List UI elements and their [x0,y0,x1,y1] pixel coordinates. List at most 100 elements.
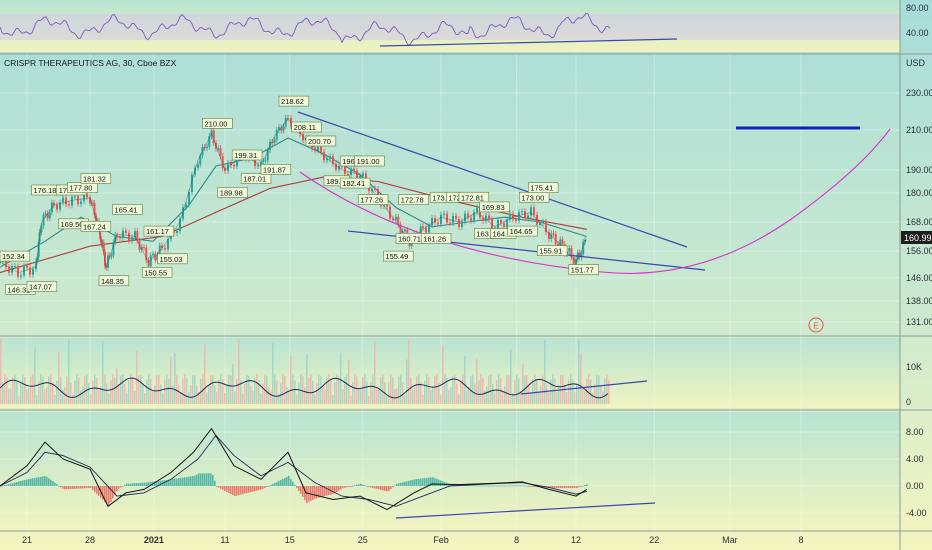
volume-bar [542,375,544,404]
macd-histogram-bar [518,485,520,487]
volume-bar [38,381,40,404]
price-label: 148.35 [101,277,124,286]
macd-histogram-bar [468,485,470,487]
price-candle [533,207,535,215]
volume-bar [284,376,286,404]
volume-bar [460,380,462,404]
macd-histogram-bar [294,484,296,486]
volume-bar [252,390,254,404]
price-candle [56,204,58,210]
volume-bar [176,375,178,404]
macd-histogram-bar [70,486,72,490]
price-label: 196. [342,157,357,166]
time-tick-label: Mar [722,535,738,545]
volume-bar [340,352,342,404]
macd-histogram-bar [14,482,16,486]
macd-histogram-bar [404,481,406,486]
macd-tick-label: -4.00 [906,508,927,518]
price-candle [62,197,64,203]
macd-histogram-bar [418,478,420,486]
earnings-marker[interactable] [808,317,824,333]
macd-histogram-bar [208,473,210,486]
price-label-box [217,187,248,198]
volume-bar [228,375,230,404]
macd-histogram-bar [528,485,530,487]
price-candle [154,253,157,261]
price-label-box [507,225,538,237]
volume-bar [408,339,410,404]
macd-histogram-bar [130,483,132,486]
price-tick-label: 168.00 [906,217,932,227]
volume-bar [276,380,278,404]
macd-histogram-bar [412,479,414,486]
price-label: 191.00 [357,157,380,166]
volume-bar [604,378,606,404]
volume-bar [428,377,430,404]
macd-histogram-bar [80,486,82,489]
macd-histogram-bar [158,480,160,486]
price-candle [359,175,361,179]
macd-histogram-bar [492,485,494,487]
macd-histogram-bar [88,486,90,489]
volume-bar [324,389,326,404]
price-label: 175.41 [530,184,553,193]
price-label: 218.62 [281,97,304,106]
volume-bar [290,355,292,404]
volume-bar [554,379,556,404]
macd-histogram-bar [184,477,186,486]
macd-histogram-bar [236,486,238,496]
price-candle [164,247,166,250]
macd-histogram-bar [192,476,194,486]
volume-bar [136,350,138,404]
price-candle [561,239,564,245]
macd-histogram-bar [370,486,372,488]
price-candle [455,215,457,219]
macd-histogram-bar [334,486,336,494]
macd-histogram-bar [182,477,184,486]
macd-histogram-bar [98,486,100,496]
price-label-box [479,201,510,213]
price-candle [326,158,328,161]
price-candle [77,196,79,204]
time-tick-label: 21 [22,535,32,545]
volume-bar [254,378,256,404]
price-label-box [143,225,175,237]
price-candle [545,221,547,233]
price-candle [392,218,394,221]
volume-bar [466,390,468,404]
macd-histogram-bar [116,486,118,492]
macd-histogram-bar [114,486,116,495]
volume-bar [104,374,106,404]
price-axis: 230.00 210.00 190.00 180.00 168.00 156.00 146.… [906,88,932,327]
volume-bar [0,339,2,404]
volume-bar [454,374,456,404]
volume-bar [64,387,66,404]
price-candle [530,207,532,216]
macd-histogram-bar [76,486,78,489]
macd-histogram-bar [138,483,140,486]
chart-title: CRISPR THERAPEUTICS AG, 30, Cboe BZX [4,58,177,68]
volume-bar [262,383,264,404]
macd-histogram-bar [164,480,166,486]
price-label: 160.71 [398,234,421,243]
macd-histogram-bar [408,480,410,486]
volume-bar [494,393,496,404]
volume-bar [372,374,374,404]
macd-histogram-bar [482,485,484,487]
macd-histogram-bar [428,477,430,486]
macd-histogram-bar [74,486,76,489]
price-label-box [141,266,173,278]
volume-bar [220,374,222,404]
macd-histogram-bar [500,485,502,487]
upper-trendline [297,111,688,248]
macd-histogram-bar [342,486,344,489]
macd-histogram-bar [58,485,60,487]
price-candle [37,241,40,257]
price-candle [20,275,22,277]
volume-bar [128,379,130,404]
volume-bar [238,339,240,404]
time-tick-label: 28 [85,535,95,545]
price-candle [434,217,436,223]
macd-histogram-bar [568,486,570,489]
price-candle [524,211,526,219]
